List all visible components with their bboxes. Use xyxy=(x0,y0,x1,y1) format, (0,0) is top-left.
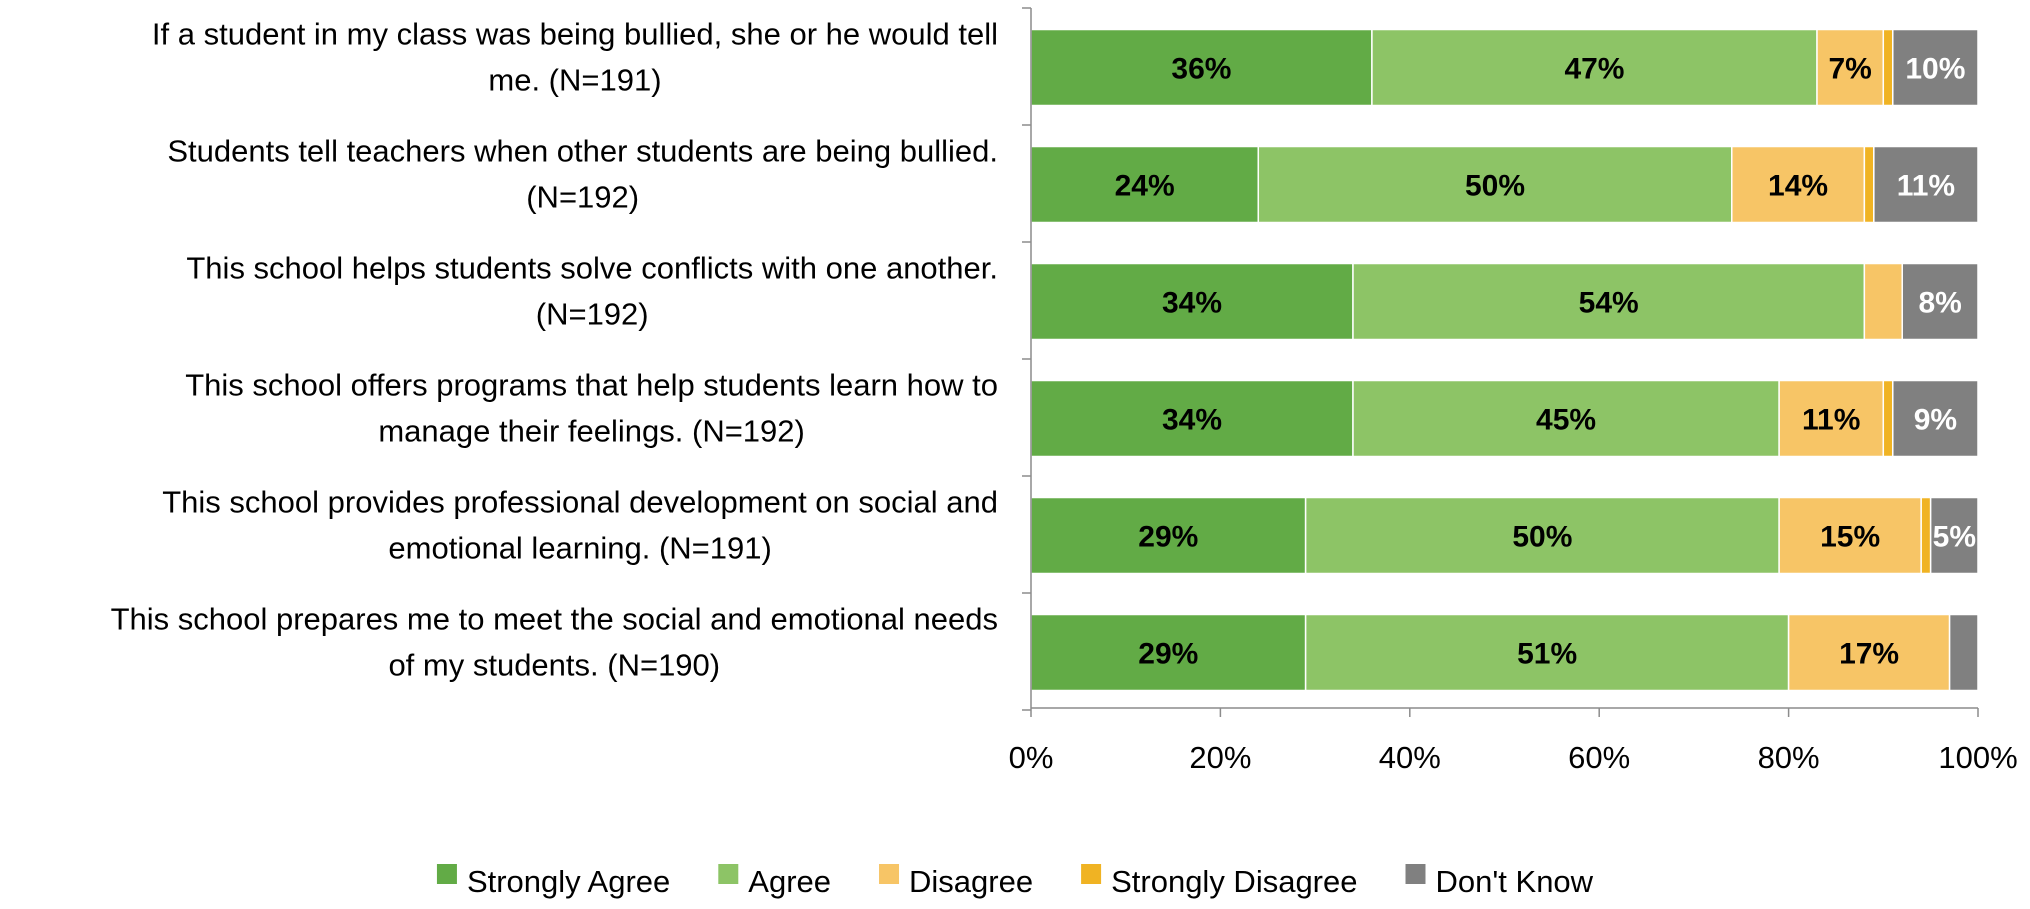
category-label: If a student in my class was being bulli… xyxy=(152,17,998,52)
category-label: manage their feelings. (N=192) xyxy=(378,414,805,449)
bar-segment xyxy=(1882,379,1894,458)
data-label: 29% xyxy=(1138,521,1198,554)
bar-segment xyxy=(1030,145,1260,224)
category-label: This school offers programs that help st… xyxy=(185,368,998,403)
bar-segment xyxy=(1352,262,1866,341)
data-label: 8% xyxy=(1918,287,1961,320)
bar-segment xyxy=(1882,28,1894,107)
legend-swatch xyxy=(718,864,739,884)
bar-segment xyxy=(1863,262,1903,341)
legend-label: Don't Know xyxy=(1436,864,1594,899)
bar-segment xyxy=(1948,613,1979,692)
x-tick-label: 40% xyxy=(1379,740,1441,775)
bar-segment xyxy=(1778,496,1922,575)
category-label: me. (N=191) xyxy=(488,63,661,98)
data-label: 14% xyxy=(1768,170,1828,203)
data-label: 15% xyxy=(1820,521,1880,554)
data-label: 10% xyxy=(1905,53,1965,86)
data-label: 50% xyxy=(1512,521,1572,554)
category-label: (N=192) xyxy=(526,180,639,215)
legend-label: Strongly Disagree xyxy=(1111,864,1357,899)
data-label: 17% xyxy=(1839,638,1899,671)
bar-segment xyxy=(1892,28,1979,107)
x-tick-label: 80% xyxy=(1758,740,1820,775)
bars-layer: 36% 47% 7% 10% 24% 50% 14% 11% 34% 54% 8% 34% 45% 11%… xyxy=(1030,28,1979,692)
data-label: 11% xyxy=(1897,170,1955,203)
bar-segment xyxy=(1352,379,1780,458)
legend-label: Agree xyxy=(748,864,831,899)
legend: Strongly Agree Agree Disagree Strongly Disa… xyxy=(436,864,1594,899)
bar-segment xyxy=(1778,379,1885,458)
bar-segment xyxy=(1892,379,1979,458)
data-label: 9% xyxy=(1914,404,1957,437)
category-labels: If a student in my class was being bulli… xyxy=(111,17,998,683)
legend-swatch xyxy=(1405,864,1426,884)
bar-segment xyxy=(1030,613,1307,692)
data-label: 5% xyxy=(1933,521,1976,554)
bar-segment xyxy=(1304,613,1790,692)
x-tick-label: 100% xyxy=(1938,740,2017,775)
bar-segment xyxy=(1030,379,1354,458)
bar-segment xyxy=(1873,145,1979,224)
category-label: of my students. (N=190) xyxy=(388,648,720,683)
x-tick-labels: 0% 20% 40% 60% 80% 100% xyxy=(1009,740,2018,775)
bar-segment xyxy=(1816,28,1885,107)
category-label: emotional learning. (N=191) xyxy=(388,531,771,566)
bar-segment xyxy=(1929,496,1979,575)
legend-swatch xyxy=(1081,864,1102,884)
data-label: 34% xyxy=(1162,287,1222,320)
bar-segment xyxy=(1257,145,1733,224)
bar-segment xyxy=(1901,262,1979,341)
data-label: 47% xyxy=(1564,53,1624,86)
x-tick-label: 60% xyxy=(1568,740,1630,775)
bar-segment xyxy=(1304,496,1780,575)
bar-segment xyxy=(1731,145,1866,224)
data-label: 45% xyxy=(1536,404,1596,437)
data-label: 51% xyxy=(1517,638,1577,671)
category-label: (N=192) xyxy=(536,297,649,332)
data-label: 11% xyxy=(1802,404,1860,437)
category-label: Students tell teachers when other studen… xyxy=(167,134,998,169)
axis-layer xyxy=(1022,7,1979,717)
category-label: This school helps students solve conflic… xyxy=(186,251,998,286)
x-tick-label: 20% xyxy=(1189,740,1251,775)
category-label: This school provides professional develo… xyxy=(162,485,998,520)
bar-segment xyxy=(1863,145,1875,224)
data-label: 36% xyxy=(1171,53,1231,86)
data-label: 29% xyxy=(1138,638,1198,671)
data-label: 7% xyxy=(1828,53,1871,86)
bar-segment xyxy=(1030,28,1373,107)
legend-swatch xyxy=(436,864,457,884)
data-label: 24% xyxy=(1115,170,1175,203)
category-label: This school prepares me to meet the soci… xyxy=(111,602,998,637)
legend-swatch xyxy=(879,864,900,884)
legend-label: Strongly Agree xyxy=(467,864,670,899)
bar-segment xyxy=(1920,496,1932,575)
legend-label: Disagree xyxy=(909,864,1033,899)
bar-segment xyxy=(1787,613,1951,692)
bar-segment xyxy=(1371,28,1818,107)
data-label: 50% xyxy=(1465,170,1525,203)
data-label: 34% xyxy=(1162,404,1222,437)
data-label: 54% xyxy=(1579,287,1639,320)
x-tick-label: 0% xyxy=(1009,740,1054,775)
